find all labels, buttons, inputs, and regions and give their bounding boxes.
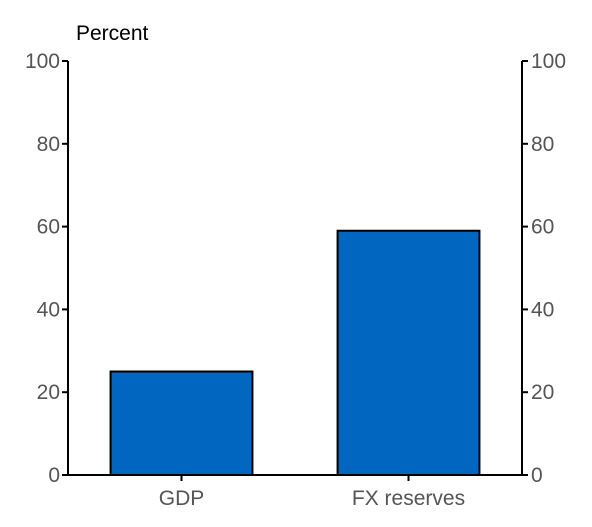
right-y-tick-label: 40 [531,298,554,321]
x-category-label: FX reserves [352,487,465,510]
bar-gdp [109,370,254,476]
left-y-tick-label: 100 [25,50,60,73]
bar-fx-reserves [336,229,481,476]
right-y-tick-label: 80 [531,133,554,156]
y-axis-unit-label: Percent [76,22,149,45]
bars [109,229,481,476]
left-y-tick-label: 60 [37,216,60,239]
left-y-tick-label: 80 [37,133,60,156]
right-y-tick-label: 20 [531,381,554,404]
x-category-label: GDP [159,487,205,510]
right-y-tick-label: 0 [531,464,543,487]
tick-labels: 0 0 20 20 40 40 60 60 80 80 100 100 GDP FX reserves [25,50,566,510]
right-y-tick-label: 100 [531,50,566,73]
left-y-tick-label: 20 [37,381,60,404]
left-y-tick-label: 40 [37,298,60,321]
right-y-tick-label: 60 [531,216,554,239]
left-y-tick-label: 0 [48,464,60,487]
